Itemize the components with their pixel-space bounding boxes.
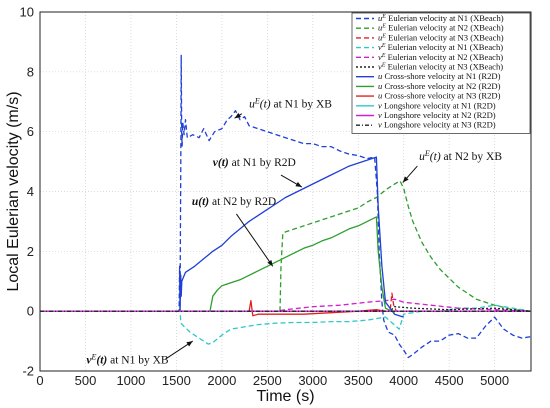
x-tick-label-4: 2000 (207, 373, 236, 388)
annotations: uE(t) at N1 by XB v(t) at N1 by R2D u(t) a… (86, 97, 502, 367)
x-tick-label-6: 3000 (298, 373, 327, 388)
legend-label-4: vE Eulerian velocity at N2 (XBeach) (378, 52, 503, 62)
annotation-arrowhead-a1 (234, 112, 242, 119)
series-group (40, 54, 532, 359)
x-tick-label-9: 4500 (435, 373, 464, 388)
annotation-arrowhead-a4 (402, 176, 409, 183)
annotation-label-a4: uE(t) at N2 by XB (419, 149, 502, 163)
tick-labels: 0 500 1000 1500 2000 2500 3000 3500 4000 4500 5000… (20, 5, 510, 389)
y-tick-label-1: 0 (27, 304, 34, 319)
legend-box (351, 12, 531, 134)
legend-label-6: u Cross-shore velocity at N1 (R2D) (378, 71, 501, 81)
annotation-arrowhead-a5 (186, 341, 193, 347)
legend-label-3: vE Eulerian velocity at N1 (XBeach) (378, 42, 503, 52)
legend-label-8: u Cross-shore velocity at N3 (R2D) (378, 91, 501, 101)
series-line-6 (179, 156, 404, 318)
annotation-arrowhead-a3 (267, 259, 273, 267)
annotation-label-a3: u(t) at N2 by R2D (192, 196, 276, 208)
series-line-3 (40, 304, 532, 345)
series-line-7 (209, 216, 395, 314)
y-tick-label-4: 6 (27, 124, 34, 139)
series-line-1 (40, 180, 532, 312)
y-tick-label-6: 10 (20, 5, 34, 20)
x-tick-label-1: 500 (75, 373, 97, 388)
series-line-0 (40, 54, 532, 359)
legend: uE Eulerian velocity at N1 (XBeach)uE Eu… (351, 12, 531, 134)
x-tick-label-3: 1500 (162, 373, 191, 388)
plot-frame (39, 11, 532, 372)
series-line-5 (40, 306, 532, 312)
series-line-8 (248, 300, 386, 317)
legend-label-7: u Cross-shore velocity at N2 (R2D) (378, 81, 501, 91)
legend-label-1: uE Eulerian velocity at N2 (XBeach) (378, 23, 504, 33)
y-tick-label-2: 2 (27, 244, 34, 259)
annotation-label-a2: v(t) at N1 by R2D (213, 157, 296, 169)
x-tick-label-10: 5000 (480, 373, 509, 388)
y-tick-label-5: 8 (27, 64, 34, 79)
legend-label-2: uE Eulerian velocity at N3 (XBeach) (378, 32, 504, 42)
y-tick-label-3: 4 (27, 184, 34, 199)
legend-label-0: uE Eulerian velocity at N1 (XBeach) (378, 13, 504, 23)
annotation-arrowhead-a2 (295, 181, 302, 188)
annotation-arrow-a3 (235, 213, 274, 267)
x-axis-label: Time (s) (256, 388, 314, 405)
legend-label-10: v Longshore velocity at N2 (R2D) (378, 110, 496, 120)
legend-label-9: v Longshore velocity at N1 (R2D) (378, 100, 496, 110)
legend-label-11: v Longshore velocity at N3 (R2D) (378, 120, 496, 130)
x-tick-label-0: 0 (36, 373, 43, 388)
y-tick-label-0: -2 (22, 364, 34, 379)
y-axis-label: Local Eulerian velocity (m/s) (5, 91, 22, 291)
x-tick-label-7: 3500 (344, 373, 373, 388)
annotation-label-a5: vE(t) at N1 by XB (86, 353, 169, 367)
annotation-label-a1: uE(t) at N1 by XB (249, 97, 332, 111)
legend-label-5: vE Eulerian velocity at N3 (XBeach) (378, 62, 503, 72)
x-tick-label-8: 4000 (389, 373, 418, 388)
x-tick-label-2: 1000 (116, 373, 145, 388)
x-tick-label-5: 2500 (253, 373, 282, 388)
